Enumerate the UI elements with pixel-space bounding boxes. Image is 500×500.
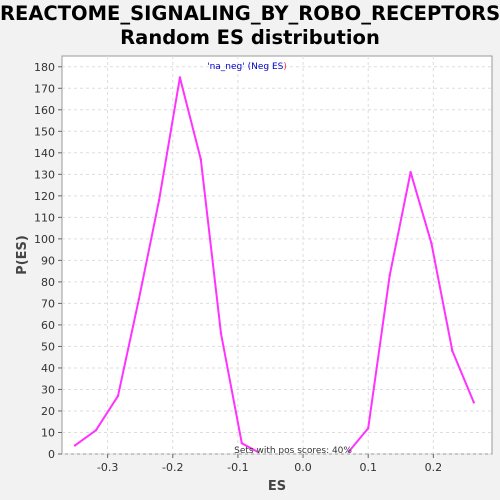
y-tick-label: 120 xyxy=(34,190,55,203)
y-tick-label: 0 xyxy=(48,448,55,461)
data-point xyxy=(116,394,120,398)
chart-title: REACTOME_SIGNALING_BY_ROBO_RECEPTORS: Ra… xyxy=(0,2,500,50)
data-point xyxy=(178,76,182,79)
chart-title-line1: REACTOME_SIGNALING_BY_ROBO_RECEPTORS: xyxy=(0,2,500,25)
data-point xyxy=(219,332,223,335)
chart-title-line2: Random ES distribution xyxy=(120,26,380,49)
legend-label: Neg ES xyxy=(251,62,284,72)
pos-scores-annotation: Sets with pos scores: 40% xyxy=(234,446,352,456)
legend-suffix: ) xyxy=(283,62,287,72)
y-tick-label: 160 xyxy=(34,104,55,117)
data-point xyxy=(347,450,350,453)
y-tick-label: 140 xyxy=(34,147,55,160)
y-tick-label: 100 xyxy=(34,233,55,246)
x-tick-label: 0.2 xyxy=(425,461,443,474)
y-tick-label: 10 xyxy=(41,426,55,439)
y-tick-label: 90 xyxy=(41,254,55,267)
data-point xyxy=(472,401,475,404)
y-tick-label: 50 xyxy=(41,340,55,353)
legend: 'na_neg' (Neg ES) xyxy=(207,62,287,72)
series-line xyxy=(74,76,258,453)
x-tick-label: 0.0 xyxy=(294,461,312,474)
data-point xyxy=(94,429,98,432)
y-tick-label: 20 xyxy=(41,405,55,418)
x-tick-label: -0.2 xyxy=(162,461,183,474)
y-tick-label: 60 xyxy=(41,319,55,332)
y-tick-label: 110 xyxy=(34,211,55,224)
x-tick-label: 0.1 xyxy=(359,461,377,474)
x-axis-title: ES xyxy=(268,479,286,494)
y-tick-label: 40 xyxy=(41,362,55,375)
data-point xyxy=(430,242,433,245)
data-point xyxy=(199,158,202,161)
y-tick-label: 170 xyxy=(34,82,55,95)
data-point xyxy=(409,171,412,174)
y-tick-label: 70 xyxy=(41,297,55,310)
y-tick-label: 150 xyxy=(34,125,55,138)
y-tick-label: 130 xyxy=(34,168,55,181)
data-point xyxy=(388,274,391,277)
data-point xyxy=(157,198,161,202)
x-tick-label: -0.1 xyxy=(227,461,248,474)
data-point xyxy=(73,444,77,447)
data-point xyxy=(240,442,243,445)
data-point xyxy=(137,297,141,301)
y-tick-label: 30 xyxy=(41,383,55,396)
point-layer xyxy=(73,76,475,453)
y-tick-label: 80 xyxy=(41,276,55,289)
legend-prefix: 'na_neg' ( xyxy=(207,62,251,72)
plot-area xyxy=(61,55,493,455)
tick-layer: 0 10 20 30 40 50 60 70 80 90 100 110 120 130 140 150 160… xyxy=(34,61,442,474)
y-tick-label: 180 xyxy=(34,61,55,74)
data-point xyxy=(256,450,259,453)
y-axis-title: P(ES) xyxy=(15,235,30,275)
x-tick-label: -0.3 xyxy=(97,461,118,474)
data-point xyxy=(451,349,454,352)
data-point xyxy=(367,427,370,430)
